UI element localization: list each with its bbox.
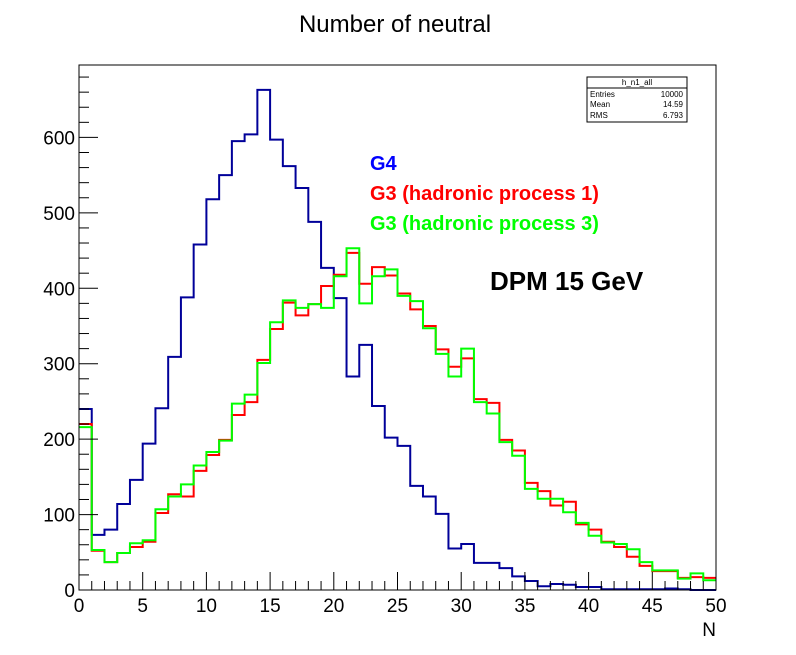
- legend: G4 G3 (hadronic process 1) G3 (hadronic …: [370, 153, 599, 235]
- energy-annotation: DPM 15 GeV: [490, 266, 644, 296]
- stats-mean-value: 14.59: [663, 100, 684, 109]
- legend-entry-g3-hp3: G3 (hadronic process 3): [370, 213, 599, 235]
- plot-frame: [78, 64, 717, 591]
- x-tick-label: 15: [260, 596, 281, 617]
- x-tick-label: 40: [578, 596, 599, 617]
- legend-entry-g3-hp1: G3 (hadronic process 1): [370, 183, 599, 205]
- stats-box-frame: [586, 76, 688, 123]
- x-tick-label: 0: [74, 596, 85, 617]
- stats-rms-label: RMS: [590, 111, 608, 120]
- y-tick-label: 0: [64, 581, 75, 602]
- x-tick-label: 35: [514, 596, 535, 617]
- stats-box: h_n1_all Entries 10000 Mean 14.59 RMS 6.…: [586, 76, 688, 123]
- y-tick-label: 600: [43, 128, 75, 149]
- x-tick-label: 50: [705, 596, 726, 617]
- stats-box-title: h_n1_all: [622, 78, 652, 87]
- x-tick-label: 25: [387, 596, 408, 617]
- chart-title: Number of neutral: [299, 11, 491, 38]
- y-tick-label: 100: [43, 506, 75, 527]
- y-tick-label: 500: [43, 204, 75, 225]
- x-tick-label: 45: [642, 596, 663, 617]
- y-tick-label: 300: [43, 355, 75, 376]
- stats-rms-value: 6.793: [663, 111, 684, 120]
- x-tick-label: 20: [323, 596, 344, 617]
- x-tick-label: 5: [137, 596, 148, 617]
- stats-entries-label: Entries: [590, 90, 615, 99]
- series-line-0: [79, 88, 716, 591]
- stats-mean-label: Mean: [590, 100, 610, 109]
- y-tick-label: 400: [43, 279, 75, 300]
- series-line-2: [79, 247, 716, 582]
- series-layer: [79, 88, 716, 591]
- x-tick-label: 30: [451, 596, 472, 617]
- y-tick-label: 200: [43, 430, 75, 451]
- legend-entry-g4: G4: [370, 153, 398, 175]
- stats-entries-value: 10000: [661, 90, 684, 99]
- x-axis-label: N: [702, 620, 716, 641]
- series-line-1: [79, 251, 716, 579]
- x-tick-label: 10: [196, 596, 217, 617]
